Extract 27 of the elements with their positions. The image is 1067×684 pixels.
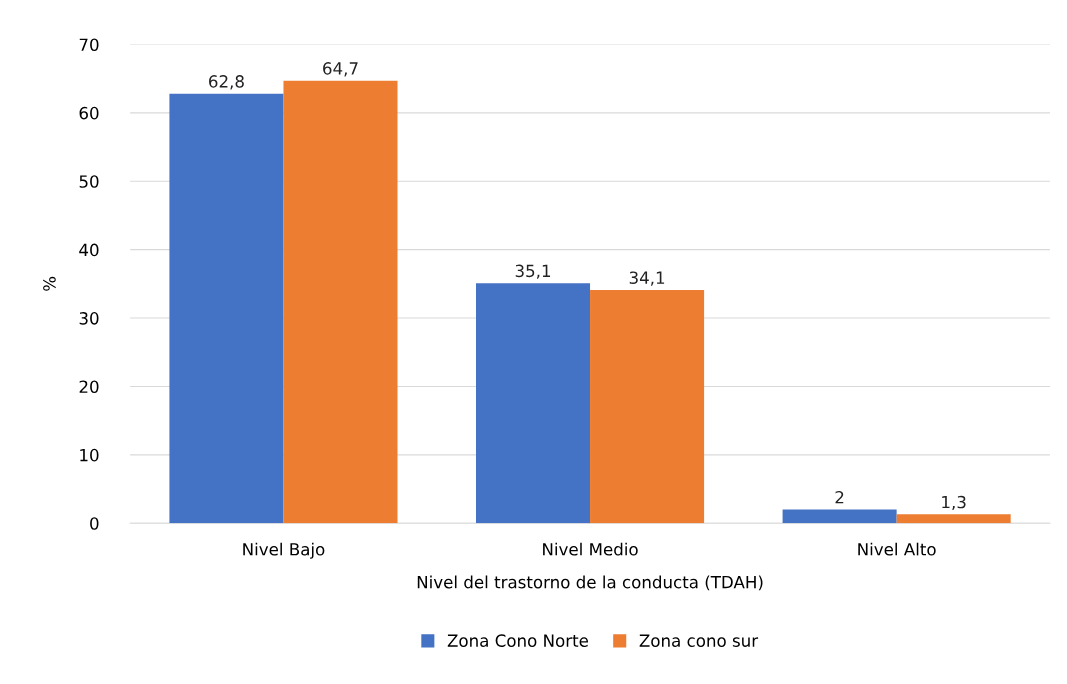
bar (476, 283, 591, 524)
legend-label: Zona cono sur (639, 634, 759, 647)
data-label: 34,1 (629, 271, 665, 286)
data-label: 62,8 (209, 75, 244, 90)
y-tick-label: 50 (79, 175, 99, 188)
data-label: 64,7 (323, 62, 358, 77)
data-label: 1,3 (942, 495, 966, 511)
y-tick-label: 10 (80, 448, 99, 462)
bar (169, 93, 284, 524)
y-tick-label: 40 (79, 243, 99, 257)
data-label: 35,1 (515, 264, 551, 279)
legend-label: Zona Cono Norte (447, 634, 589, 647)
y-tick-label: 70 (79, 38, 99, 52)
bar (283, 80, 398, 524)
y-tick-label: 20 (79, 380, 99, 394)
data-label: 2 (835, 490, 844, 504)
x-tick-label: Nivel Bajo (243, 542, 325, 559)
x-tick-label: Nivel Alto (858, 542, 936, 556)
bar (782, 509, 897, 524)
y-tick-label: 30 (79, 312, 99, 325)
x-axis-title: Nivel del trastorno de la conducta (TDAH) (417, 575, 763, 591)
y-tick-label: 0 (90, 517, 99, 530)
x-tick-label: Nivel Medio (543, 542, 638, 556)
bar (896, 514, 1011, 524)
y-axis-title: % (43, 276, 56, 291)
bar (590, 290, 705, 524)
y-tick-label: 60 (79, 106, 99, 120)
